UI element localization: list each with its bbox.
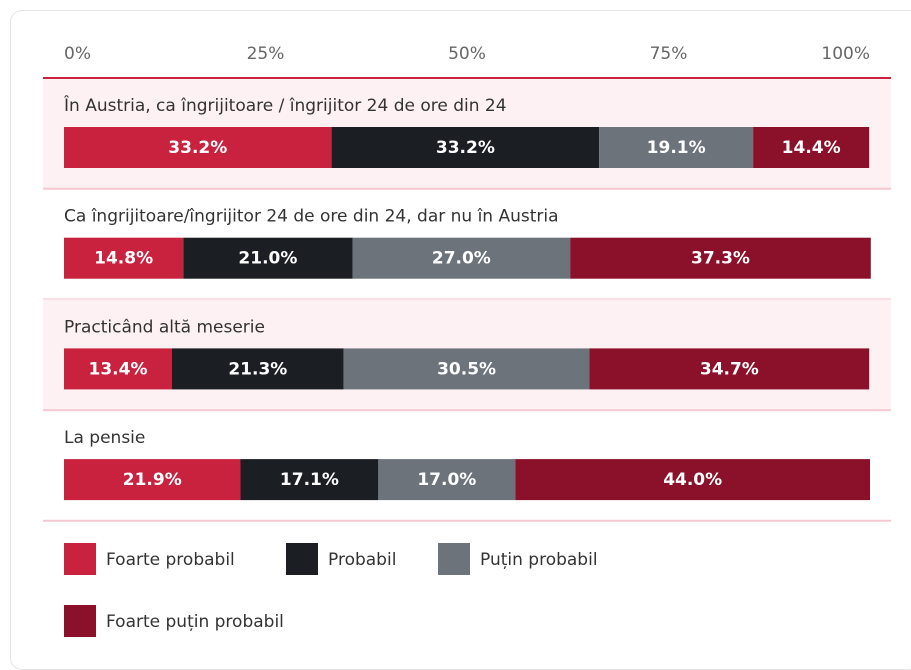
bar-segment <box>352 237 571 279</box>
bar-segment <box>183 237 353 279</box>
bar-label: 19.1% <box>647 138 706 158</box>
legend-label: Puțin probabil <box>480 550 598 570</box>
legend-swatch <box>438 543 470 575</box>
x-tick-label: 0% <box>64 44 91 64</box>
bar-label: 33.2% <box>436 138 495 158</box>
bar-label: 21.3% <box>228 359 287 379</box>
row-label: Ca îngrijitoare/îngrijitor 24 de ore din… <box>64 207 559 227</box>
bar-label: 21.0% <box>238 249 297 269</box>
legend-label: Probabil <box>328 550 396 570</box>
bar-label: 17.1% <box>280 470 339 490</box>
legend-swatch <box>64 543 96 575</box>
row-label: Practicând altă meserie <box>64 317 265 337</box>
legend-label: Foarte probabil <box>106 550 235 570</box>
bar-label: 30.5% <box>437 359 496 379</box>
row-label: La pensie <box>64 428 145 448</box>
bar-label: 44.0% <box>663 470 722 490</box>
bar-label: 34.7% <box>700 359 759 379</box>
bar-label: 14.8% <box>94 249 153 269</box>
bar-segment <box>64 348 173 390</box>
x-tick-label: 50% <box>448 44 486 64</box>
x-tick-label: 25% <box>247 44 285 64</box>
bar-label: 14.4% <box>782 138 841 158</box>
bar-segment <box>753 127 870 168</box>
bar-segment <box>64 237 184 279</box>
bar-segment <box>599 127 754 168</box>
bar-segment <box>64 459 241 501</box>
bar-label: 13.4% <box>89 359 148 379</box>
row-label: În Austria, ca îngrijitoare / îngrijitor… <box>63 94 507 116</box>
bar-segment <box>331 127 600 168</box>
bar-label: 27.0% <box>432 249 491 269</box>
legend-label: Foarte puțin probabil <box>106 612 284 632</box>
bar-segment <box>515 459 870 501</box>
bar-segment <box>589 348 870 390</box>
bar-label: 37.3% <box>691 249 750 269</box>
bar-segment <box>64 127 332 168</box>
bar-segment <box>240 459 379 501</box>
bar-segment <box>343 348 590 390</box>
bar-segment <box>172 348 344 390</box>
legend-swatch <box>286 543 318 575</box>
bar-segment <box>570 237 871 279</box>
x-tick-label: 100% <box>821 44 870 64</box>
legend-swatch <box>64 605 96 637</box>
bar-label: 21.9% <box>123 470 182 490</box>
bar-label: 33.2% <box>168 138 227 158</box>
bar-label: 17.0% <box>417 470 476 490</box>
x-tick-label: 75% <box>650 44 688 64</box>
bar-segment <box>378 459 516 501</box>
